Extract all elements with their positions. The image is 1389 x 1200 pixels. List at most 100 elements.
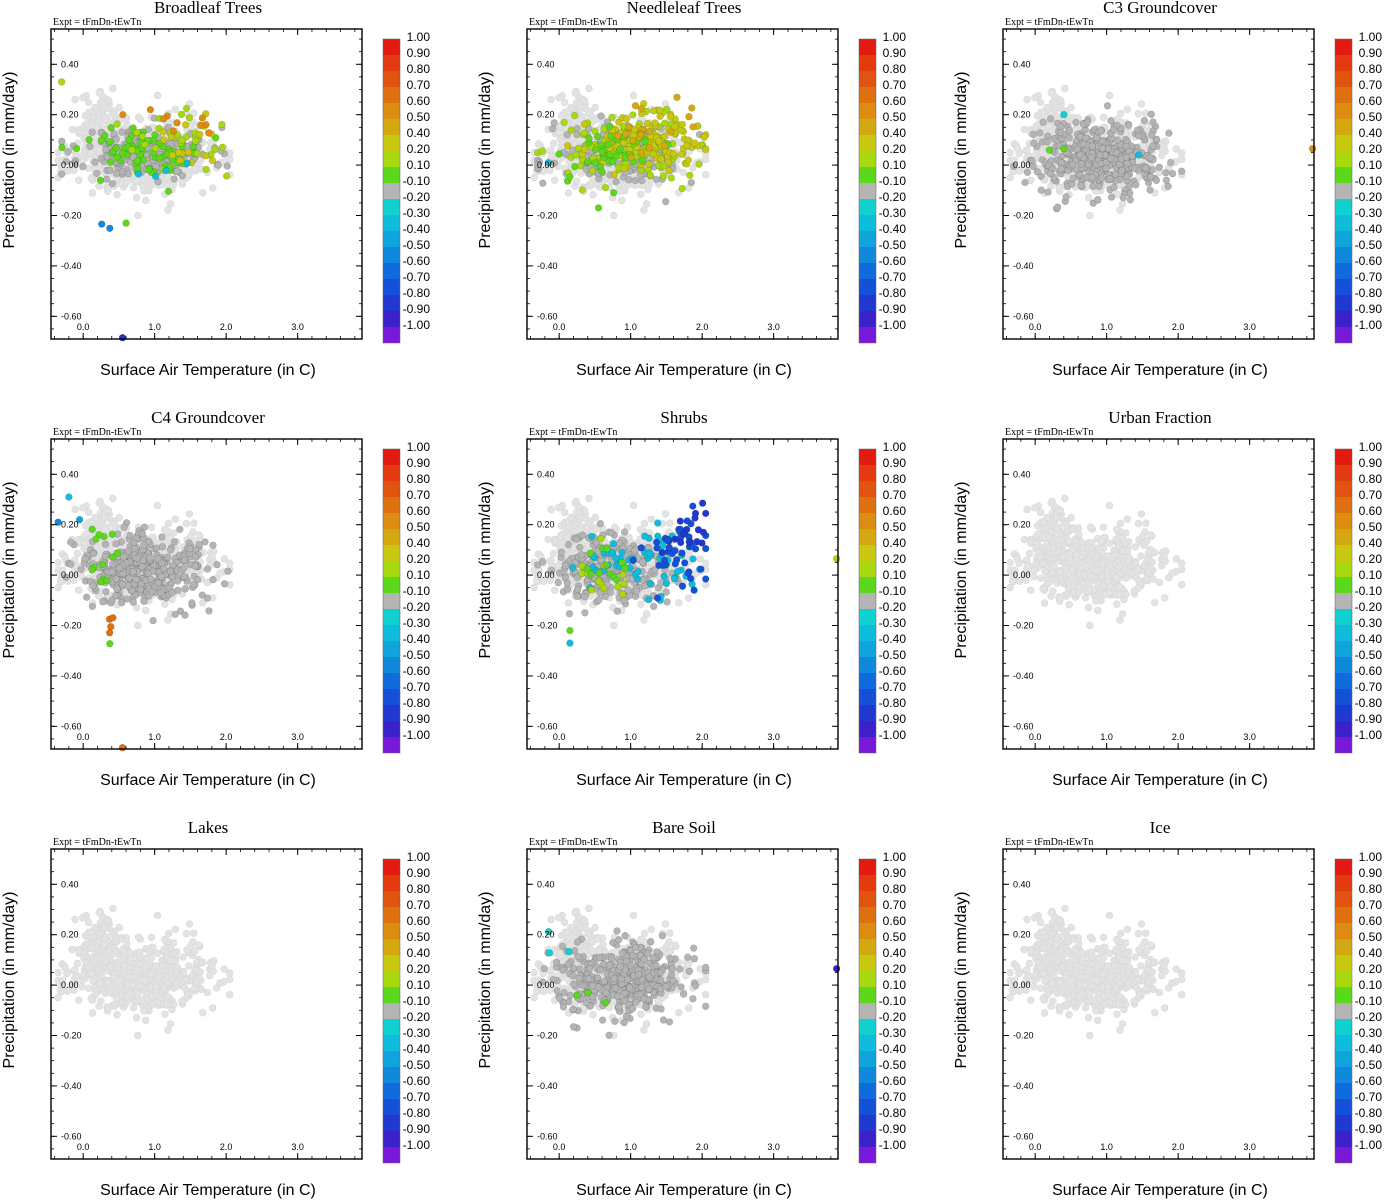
scatter-point bbox=[1046, 115, 1055, 123]
scatter-point bbox=[1141, 164, 1150, 172]
scatter-point-bg bbox=[186, 532, 195, 540]
plot-frame bbox=[50, 28, 363, 340]
scatter-point bbox=[1094, 196, 1102, 204]
scatter-point bbox=[1030, 139, 1038, 147]
scatter-point bbox=[539, 179, 547, 187]
scatter-point bbox=[190, 580, 198, 589]
x-tick-label: 3.0 bbox=[291, 322, 304, 332]
scatter-point bbox=[195, 540, 204, 548]
scatter-point bbox=[99, 597, 107, 606]
scatter-point bbox=[563, 142, 572, 150]
scatter-point bbox=[1037, 186, 1045, 194]
scatter-point bbox=[1152, 176, 1161, 185]
colorbar-label: 0.60 bbox=[883, 94, 907, 108]
scatter-point-bg bbox=[1047, 89, 1056, 97]
scatter-point-bg bbox=[1023, 95, 1031, 104]
colorbar-label: 0.40 bbox=[407, 536, 431, 550]
colorbar-swatch bbox=[859, 247, 876, 263]
y-tick-label: -0.60 bbox=[61, 721, 82, 731]
scatter-point bbox=[1130, 164, 1139, 173]
scatter-point bbox=[1147, 110, 1156, 119]
scatter-point-bg bbox=[1056, 184, 1064, 192]
colorbar-label: 0.40 bbox=[407, 126, 431, 140]
scatter-point bbox=[620, 164, 628, 173]
scatter-point bbox=[580, 129, 588, 137]
scatter-point bbox=[58, 143, 66, 152]
colorbar-label: 0.80 bbox=[1359, 62, 1383, 76]
scatter-point bbox=[92, 535, 100, 543]
x-axis-label: Surface Air Temperature (in C) bbox=[576, 362, 792, 379]
scatter-point bbox=[118, 149, 127, 157]
scatter-point bbox=[1068, 161, 1077, 169]
scatter-point bbox=[1056, 128, 1065, 137]
x-tick-label: 3.0 bbox=[1243, 322, 1256, 332]
scatter-point bbox=[98, 560, 107, 569]
scatter-point bbox=[1044, 188, 1052, 196]
colorbar-label: 0.50 bbox=[883, 110, 907, 124]
scatter-point bbox=[604, 140, 612, 149]
scatter-point bbox=[214, 161, 222, 169]
scatter-point-bg bbox=[88, 189, 97, 197]
scatter-point bbox=[624, 123, 633, 131]
scatter-point-bg bbox=[68, 125, 77, 134]
scatter-point bbox=[128, 146, 136, 154]
scatter-point-bg bbox=[133, 193, 141, 202]
colorbar-label: 0.20 bbox=[883, 142, 907, 156]
scatter-point bbox=[670, 150, 678, 158]
scatter-point bbox=[622, 130, 630, 138]
scatter-point bbox=[1166, 158, 1175, 167]
colorbar-label: 0.40 bbox=[883, 126, 907, 140]
y-tick-label: -0.40 bbox=[537, 261, 558, 271]
points bbox=[530, 84, 710, 220]
scatter-point bbox=[151, 144, 160, 152]
colorbar-label: -0.90 bbox=[879, 302, 907, 316]
scatter-point-bg bbox=[79, 504, 87, 512]
scatter-point-bg bbox=[585, 84, 593, 93]
colorbar-swatch bbox=[383, 87, 400, 103]
scatter-point bbox=[134, 170, 143, 178]
scatter-point bbox=[102, 587, 110, 596]
scatter-point-bg bbox=[1013, 144, 1021, 152]
scatter-point bbox=[103, 153, 112, 161]
x-tick-label: 2.0 bbox=[220, 732, 233, 742]
colorbar-swatch bbox=[1335, 311, 1352, 327]
scatter-point bbox=[612, 177, 620, 186]
scatter-point-bg bbox=[1084, 193, 1093, 202]
colorbar-label: 0.50 bbox=[407, 520, 431, 534]
scatter-point bbox=[208, 156, 217, 165]
scatter-point-bg bbox=[134, 621, 142, 630]
scatter-point bbox=[578, 186, 586, 194]
y-tick-label: 0.40 bbox=[61, 59, 79, 69]
x-tick-label: 1.0 bbox=[624, 322, 637, 332]
scatter-point-bg bbox=[567, 103, 575, 112]
scatter-point-bg bbox=[547, 146, 555, 154]
scatter-point bbox=[1103, 102, 1112, 110]
scatter-point bbox=[103, 576, 111, 585]
scatter-point bbox=[218, 143, 227, 152]
scatter-point bbox=[1043, 138, 1051, 146]
colorbar-swatch bbox=[383, 295, 400, 311]
scatter-point bbox=[1021, 178, 1029, 187]
colorbar-swatch bbox=[383, 167, 400, 183]
scatter-point bbox=[1060, 145, 1068, 153]
scatter-point-bg bbox=[1116, 206, 1124, 214]
scatter-point bbox=[157, 572, 166, 581]
y-tick-label: 0.20 bbox=[61, 110, 79, 120]
scatter-point-bg bbox=[1031, 94, 1039, 102]
colorbar-label: -0.50 bbox=[403, 648, 431, 662]
scatter-point bbox=[1088, 142, 1097, 150]
scatter-point bbox=[580, 145, 589, 153]
scatter-point bbox=[164, 187, 173, 196]
colorbar-label: -0.70 bbox=[403, 680, 431, 694]
scatter-point bbox=[588, 167, 597, 175]
colorbar-label: -0.40 bbox=[879, 222, 907, 236]
x-tick-label: 1.0 bbox=[148, 322, 161, 332]
x-tick-label: 2.0 bbox=[1172, 322, 1185, 332]
colorbar-label: -0.10 bbox=[1355, 174, 1383, 188]
scatter-point bbox=[667, 128, 675, 136]
colorbar-swatch bbox=[383, 279, 400, 295]
scatter-point bbox=[1164, 182, 1172, 191]
scatter-point-bg bbox=[185, 510, 194, 518]
scatter-point bbox=[1088, 173, 1096, 182]
scatter-point-bg bbox=[84, 508, 93, 517]
